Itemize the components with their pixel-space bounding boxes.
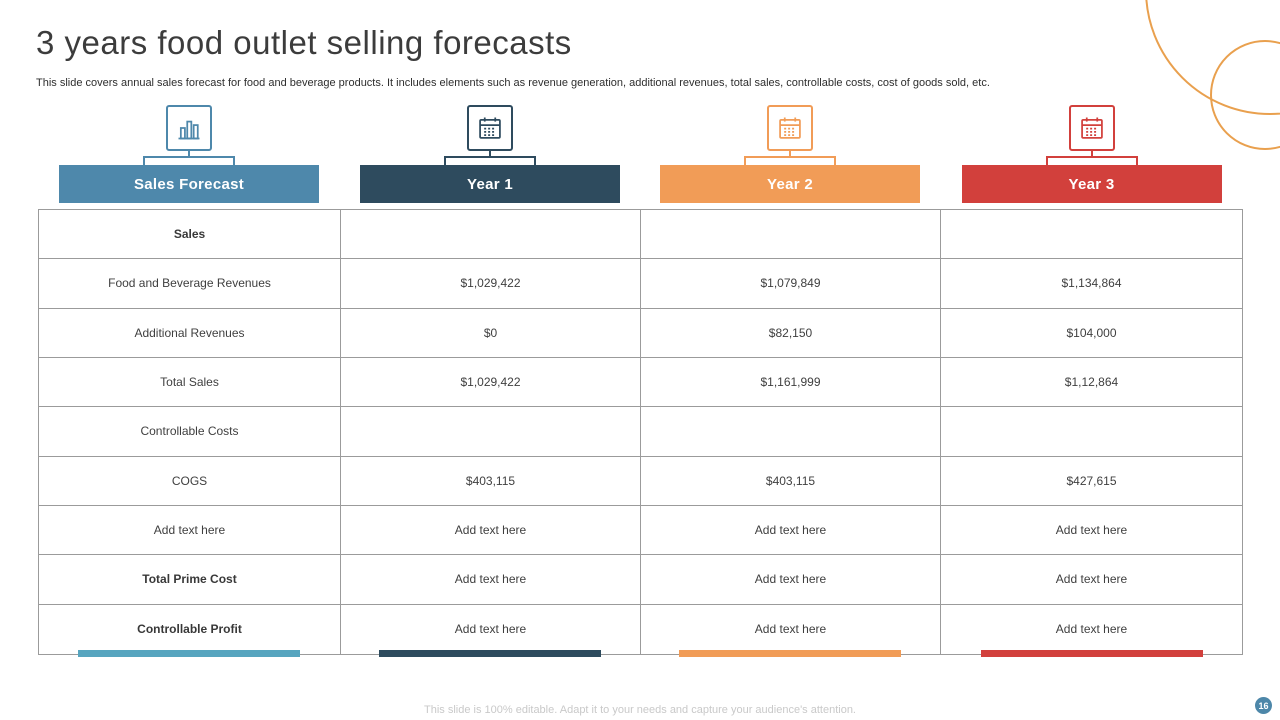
row-label: COGS (39, 456, 341, 505)
cell-value: $403,115 (641, 456, 941, 505)
calendar-icon (1068, 105, 1115, 151)
cell-value: $1,079,849 (641, 259, 941, 308)
cell-value[interactable]: Add text here (341, 555, 641, 604)
row-label: Food and Beverage Revenues (39, 259, 341, 308)
cell-value: $104,000 (1066, 325, 1117, 340)
footer-note: This slide is 100% editable. Adapt it to… (424, 704, 856, 716)
table-row: COGS $403,115 $403,115 $427,615 (39, 456, 1242, 506)
page-number-badge: 16 (1255, 697, 1272, 714)
column-year-2: Year 2 (640, 105, 940, 203)
column-underline-bar (980, 650, 1203, 657)
table-row: Food and Beverage Revenues $1,029,422 $1,0… (39, 259, 1242, 309)
column-year-1: Year 1 (340, 105, 640, 203)
cell-value[interactable]: Add text here (341, 505, 641, 555)
column-underlines (38, 650, 1243, 657)
cell-value: $82,150 (641, 308, 941, 357)
table-row: Controllable Profit Add text here Add text… (39, 604, 1242, 654)
table-row: Total Prime Cost Add text here Add text he… (39, 555, 1242, 605)
connector-bracket (444, 156, 536, 165)
connector-bracket (143, 156, 235, 165)
bar-chart-icon (166, 105, 212, 151)
header-label: Year 2 (766, 175, 813, 193)
underline-cell (940, 650, 1243, 657)
cell-value[interactable]: Add text here (641, 604, 941, 654)
column-year-3: Year 3 (940, 105, 1243, 203)
underline-cell (38, 650, 340, 657)
connector-stem (789, 151, 791, 156)
header-bar: Year 1 (360, 165, 620, 203)
header-bar: Year 3 (961, 165, 1222, 203)
calendar-icon (467, 105, 513, 151)
row-label: Controllable Profit (39, 604, 341, 654)
table-row: Additional Revenues $0 $82,150 $104,000 (39, 308, 1242, 358)
cell-value: $0 (341, 308, 641, 357)
calendar-icon (767, 105, 813, 151)
row-label: Total Sales (39, 357, 341, 407)
table-row: Add text here Add text here Add text here A… (39, 505, 1242, 556)
cell-value (341, 407, 641, 456)
forecast-table: Sales Food and Beverage Revenues $1,029,42… (38, 209, 1243, 655)
connector-bracket (1045, 156, 1138, 165)
table-row: Total Sales $1,029,422 $1,161,999 $1,12,864 (39, 357, 1242, 408)
cell-value: $1,029,422 (341, 259, 641, 308)
cell-value: $403,115 (341, 456, 641, 505)
header-label: Sales Forecast (133, 175, 245, 193)
cell-value[interactable]: Add text here (1055, 572, 1128, 587)
page-title: 3 years food outlet selling forecasts (36, 24, 572, 61)
column-underline-bar (679, 650, 901, 657)
row-label: Controllable Costs (39, 407, 341, 456)
table-row: Controllable Costs (39, 407, 1242, 457)
cell-value: $1,12,864 (1064, 375, 1119, 390)
row-label: Sales (39, 210, 341, 259)
header-label: Year 3 (1068, 175, 1115, 193)
cell-value (641, 210, 941, 259)
cell-value: $1,161,999 (641, 357, 941, 407)
cell-value (341, 210, 641, 259)
row-label[interactable]: Add text here (39, 505, 341, 555)
column-sales-forecast: Sales Forecast (38, 105, 340, 203)
cell-value: $1,029,422 (341, 357, 641, 407)
cell-value[interactable]: Add text here (1055, 622, 1128, 637)
underline-cell (640, 650, 940, 657)
cell-value[interactable]: Add text here (341, 604, 641, 654)
underline-cell (340, 650, 640, 657)
cell-value[interactable]: Add text here (641, 505, 941, 555)
header-label: Year 1 (466, 175, 513, 193)
header-bar: Year 2 (660, 165, 920, 203)
header-bar: Sales Forecast (59, 165, 319, 203)
cell-value: $1,134,864 (1061, 276, 1122, 291)
connector-stem (489, 151, 491, 156)
cell-value (941, 210, 1242, 258)
cell-value[interactable]: Add text here (641, 555, 941, 604)
cell-value (641, 407, 941, 456)
cell-value: $427,615 (1066, 473, 1117, 488)
connector-bracket (744, 156, 836, 165)
slide-subtitle: This slide covers annual sales forecast … (36, 77, 990, 89)
row-label: Additional Revenues (39, 308, 341, 357)
connector-stem (188, 151, 190, 156)
table-row: Sales (39, 210, 1242, 260)
connector-stem (1090, 151, 1093, 156)
column-underline-bar (78, 650, 300, 657)
cell-value[interactable]: Add text here (1055, 523, 1128, 538)
column-headers: Sales Forecast Year 1 (38, 105, 1243, 203)
cell-value (941, 407, 1242, 455)
row-label: Total Prime Cost (39, 555, 341, 604)
column-underline-bar (379, 650, 601, 657)
